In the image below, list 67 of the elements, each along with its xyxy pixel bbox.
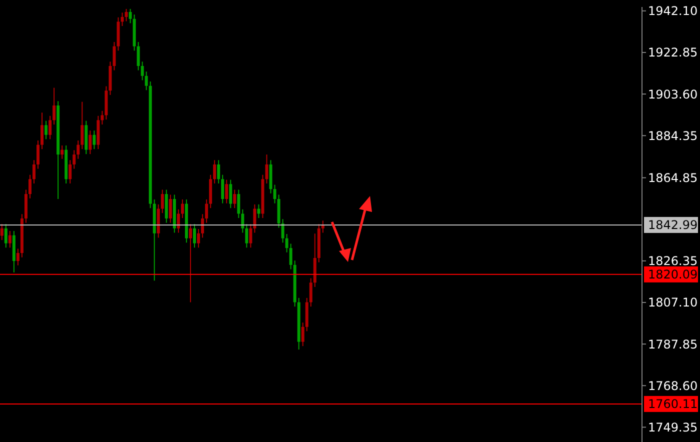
candlestick [301, 322, 304, 347]
candlestick [309, 278, 312, 308]
candlestick [76, 140, 80, 160]
y-tick-label: 1807.10 [648, 296, 698, 310]
candlestick [28, 174, 32, 199]
candlestick [60, 144, 64, 160]
candlestick [265, 154, 268, 184]
candlestick [180, 198, 184, 219]
candlestick [4, 224, 8, 248]
y-tick-label: 1922.85 [648, 46, 698, 60]
y-tick-label: 1864.85 [648, 171, 698, 185]
candlestick [213, 160, 216, 184]
candlestick [221, 174, 224, 204]
candlestick [201, 214, 204, 238]
candlestick [197, 228, 200, 248]
candlestick [233, 189, 236, 209]
candlestick [144, 71, 148, 91]
ref-line-label: 1820.09 [648, 267, 698, 282]
candlestick [281, 218, 284, 244]
candlestick [36, 140, 40, 170]
candlestick [205, 198, 208, 224]
candlestick [257, 204, 260, 219]
candlestick [140, 61, 144, 81]
candlestick [253, 204, 256, 234]
candlestick [100, 110, 104, 125]
candlestick [241, 208, 244, 234]
y-tick-label: 1787.85 [648, 337, 698, 352]
y-tick-label: 1903.60 [648, 87, 698, 102]
candlestick [48, 115, 52, 140]
candlestick [249, 224, 252, 248]
candlestick [44, 120, 48, 140]
candlestick [92, 130, 96, 150]
candlestick [245, 224, 248, 248]
candlestick [225, 179, 228, 204]
candlestick [168, 194, 172, 224]
candlestick [273, 184, 276, 204]
candlestick [193, 224, 196, 248]
candlestick [285, 234, 288, 253]
candlestick [176, 208, 180, 234]
candlestick [40, 112, 44, 150]
y-tick-label: 1749.35 [648, 420, 698, 434]
ref-line-label: 1760.11 [648, 396, 698, 411]
candlestick [120, 12, 124, 27]
candlestick [160, 189, 164, 214]
y-tick-label: 1884.35 [648, 128, 698, 143]
candlestick [128, 8, 132, 24]
candlestick [8, 230, 12, 248]
candlestick [68, 160, 72, 184]
candlestick [112, 41, 116, 71]
candlestick [229, 179, 232, 209]
candlestick [72, 150, 76, 170]
candlestick [16, 248, 20, 266]
candlestick [289, 243, 292, 270]
ref-line-label: 1842.99 [648, 218, 698, 232]
candlestick [88, 130, 92, 155]
y-tick-label: 1826.35 [648, 254, 698, 268]
candlestick [124, 8, 128, 22]
candlestick [52, 87, 56, 125]
candlestick [32, 160, 36, 184]
candlestick [80, 101, 84, 150]
candlestick [136, 41, 140, 71]
y-tick-label: 1942.10 [648, 4, 698, 18]
candlestick [0, 224, 4, 241]
candlestick [188, 224, 192, 303]
y-tick-label: 1768.60 [648, 378, 698, 393]
candlestick [237, 189, 240, 219]
candlestick [217, 160, 220, 184]
